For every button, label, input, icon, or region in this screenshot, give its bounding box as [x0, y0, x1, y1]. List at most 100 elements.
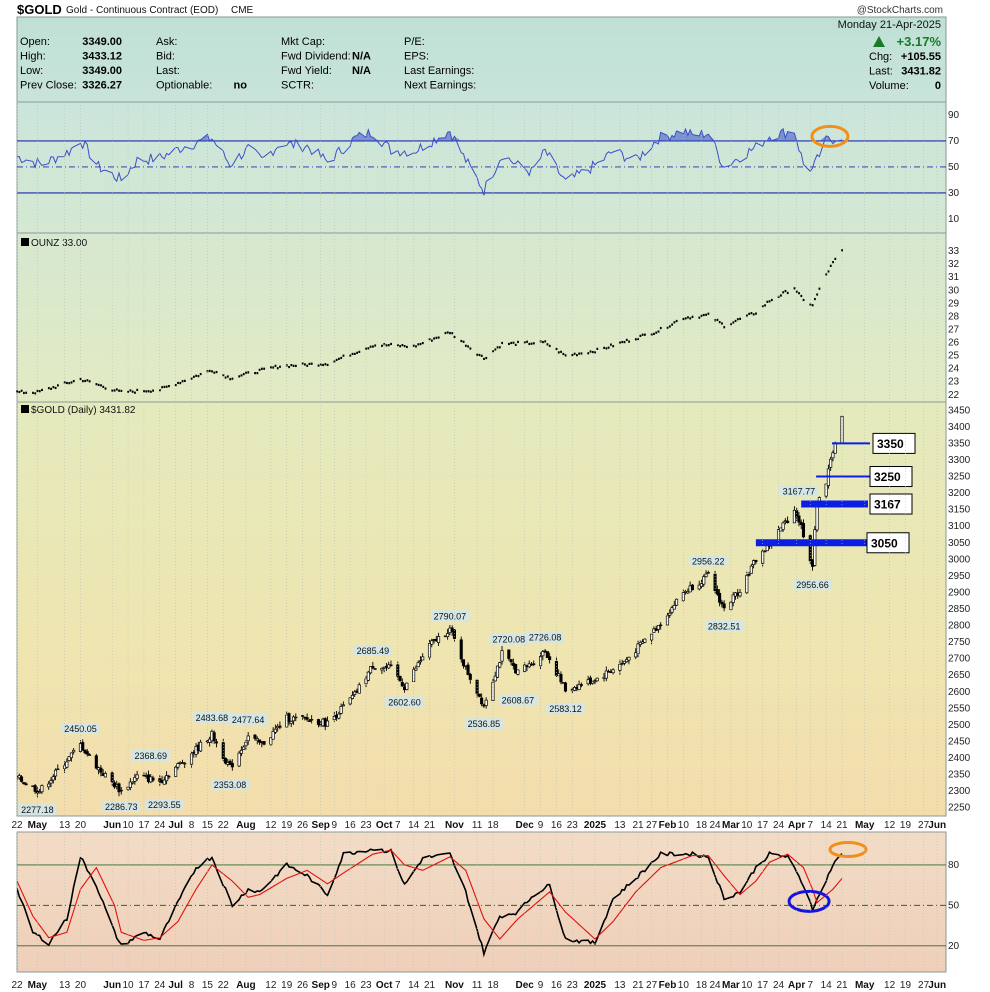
candle-body [301, 715, 305, 717]
ounz-point [231, 377, 234, 380]
price-axis-tick: 3150 [948, 505, 971, 516]
date-tick: Mar [722, 820, 740, 831]
candle-body [491, 681, 495, 701]
ounz-point [272, 366, 275, 369]
candle-body [396, 664, 400, 677]
price-annotation: 2477.64 [232, 715, 265, 725]
ounz-point [832, 261, 834, 264]
ounz-point [639, 334, 642, 337]
date-tick: 14 [408, 980, 420, 991]
date-tick: 21 [424, 980, 436, 991]
date-tick: 19 [281, 820, 293, 831]
date-tick: 19 [900, 980, 912, 991]
ounz-point [213, 371, 216, 374]
rsi-axis-tick: 70 [948, 136, 960, 147]
candle-body [620, 662, 624, 665]
ounz-point [621, 340, 624, 344]
stoch-d-line [17, 849, 843, 941]
date-tick: 7 [807, 980, 813, 991]
ounz-point [365, 347, 368, 350]
candle-body [237, 752, 241, 767]
candle-body [509, 659, 513, 663]
candle-body [539, 656, 543, 667]
ounz-point [292, 364, 295, 367]
ounz-point [809, 303, 812, 306]
candle-body [813, 529, 817, 566]
ounz-point [802, 298, 805, 302]
candle-body [133, 777, 137, 782]
level-box [869, 493, 913, 515]
ounz-point [358, 350, 361, 353]
date-tick: 22 [218, 980, 230, 991]
date-tick: Aug [236, 820, 255, 831]
price-annotation: 2293.55 [148, 800, 181, 810]
header-field-label: Prev Close: [20, 80, 77, 92]
candle-body [659, 624, 663, 627]
candle-body [398, 675, 402, 682]
candle-body [523, 664, 527, 672]
date-tick: 26 [297, 820, 309, 831]
candle-body [704, 573, 708, 578]
ounz-point [304, 363, 306, 366]
ounz-point [70, 381, 73, 384]
ounz-point [270, 366, 272, 369]
price-axis-tick: 3450 [948, 405, 971, 416]
ounz-point [596, 347, 599, 350]
candle-body [371, 666, 375, 669]
price-annotation: 2483.68 [196, 713, 229, 723]
ounz-axis-tick: 30 [948, 285, 960, 296]
ounz-point [419, 342, 422, 346]
ounz-point [22, 391, 25, 395]
ounz-point [578, 352, 581, 355]
header-field-label: Low: [20, 65, 43, 77]
ounz-point [226, 375, 229, 378]
candle-body [480, 697, 484, 705]
header-field-value: 3349.00 [82, 36, 122, 48]
ounz-point [111, 389, 114, 392]
ounz-point [16, 390, 18, 393]
date-tick: 27 [918, 980, 930, 991]
candle-body [287, 713, 291, 723]
candle-body [246, 735, 250, 742]
ounz-point [390, 342, 392, 346]
price-annotation-bg [353, 644, 392, 656]
candle-body [670, 607, 674, 613]
price-axis-tick: 3200 [948, 488, 971, 499]
ounz-point [508, 342, 510, 346]
ounz-point [260, 367, 263, 370]
candle-body [357, 684, 361, 694]
ounz-point [174, 384, 177, 387]
header-field-label: Last Earnings: [404, 65, 474, 77]
candle-body [829, 458, 833, 468]
ounz-axis-tick: 32 [948, 259, 960, 270]
ounz-point [464, 344, 467, 347]
ounz-point [211, 370, 213, 373]
price-annotation: 2832.51 [708, 621, 741, 631]
candle-body [665, 615, 670, 626]
ounz-point [702, 313, 705, 317]
candle-body [51, 776, 55, 781]
price-axis-tick: 3400 [948, 422, 971, 433]
date-tick: 9 [332, 820, 338, 831]
date-tick: 10 [122, 820, 134, 831]
candle-body [625, 659, 629, 663]
candle-body [690, 584, 694, 591]
date-tick: 19 [900, 820, 912, 831]
ounz-point [192, 375, 195, 378]
ounz-point [476, 353, 479, 356]
ounz-point [32, 391, 34, 394]
change-percent: +3.17% [897, 34, 942, 49]
candle-body [595, 677, 599, 682]
date-tick: Jun [103, 980, 121, 991]
price-annotation: 2720.08 [493, 635, 526, 645]
ounz-point [841, 249, 843, 252]
candle-body [579, 684, 583, 686]
candle-body [715, 589, 719, 595]
ounz-point [115, 388, 118, 391]
ounz-point [165, 385, 168, 388]
ounz-point [730, 322, 732, 326]
candle-body [255, 738, 259, 741]
ounz-point [716, 318, 719, 322]
date-tick: 27 [646, 980, 658, 991]
ounz-point [576, 354, 578, 357]
